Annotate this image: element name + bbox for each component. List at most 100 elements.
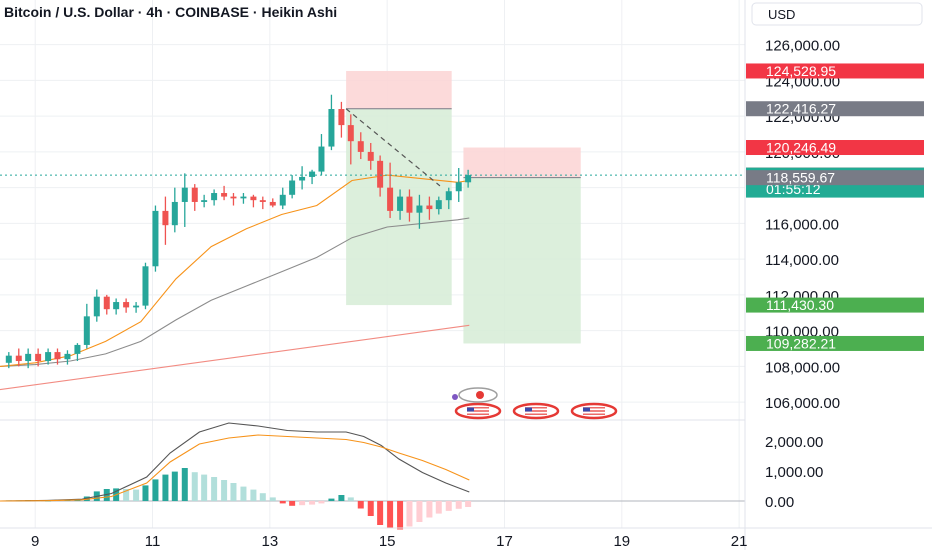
candle-body [357, 141, 364, 152]
candle-body [93, 296, 100, 317]
candle[interactable] [181, 173, 188, 227]
candle-body [406, 196, 413, 213]
candle[interactable] [152, 205, 159, 272]
stop-zone[interactable] [346, 70, 452, 109]
candle[interactable] [387, 162, 394, 219]
candle[interactable] [162, 196, 169, 245]
macd-histogram-bar [162, 474, 169, 501]
candle[interactable] [318, 134, 325, 176]
candle-body [328, 109, 335, 147]
candle[interactable] [397, 189, 404, 220]
event-icons[interactable] [452, 387, 618, 420]
candle[interactable] [74, 343, 81, 362]
time-tick-label: 21 [731, 533, 748, 550]
split-event-icon[interactable] [452, 387, 498, 403]
candle[interactable] [377, 155, 384, 197]
moving-averages [0, 174, 470, 391]
candle[interactable] [191, 184, 198, 211]
candle-body [191, 187, 198, 202]
price-tick-label: 114,000.00 [765, 252, 839, 269]
candle[interactable] [171, 187, 178, 233]
candle[interactable] [201, 194, 208, 208]
candle[interactable] [328, 94, 335, 151]
candle[interactable] [64, 350, 71, 365]
candle[interactable] [93, 289, 100, 322]
candle[interactable] [15, 348, 22, 367]
candle[interactable] [357, 132, 364, 160]
candle[interactable] [406, 189, 413, 222]
candle[interactable] [309, 169, 316, 185]
candle-body [25, 353, 32, 362]
price-label-box [746, 101, 924, 117]
candle[interactable] [113, 298, 120, 315]
candle-body [309, 171, 316, 177]
candle[interactable] [269, 198, 276, 208]
candle[interactable] [338, 101, 345, 138]
flag-canton [583, 407, 590, 412]
candle-body [74, 344, 81, 354]
candle[interactable] [5, 352, 12, 369]
candle[interactable] [367, 142, 374, 170]
candle-body [113, 302, 120, 310]
macd-histogram-bar [103, 489, 110, 501]
trend-line[interactable] [345, 108, 441, 187]
candle[interactable] [142, 262, 149, 310]
candle[interactable] [435, 196, 442, 215]
candle[interactable] [45, 348, 52, 365]
us-flag-event-icon[interactable] [512, 402, 560, 420]
candle[interactable] [299, 166, 306, 190]
candle[interactable] [83, 303, 90, 349]
macd-histogram-bar [426, 501, 433, 518]
candle-body [250, 196, 257, 201]
stop-zone[interactable] [463, 147, 581, 178]
macd-tick-label: 1,000.00 [765, 464, 823, 481]
macd-pane[interactable] [0, 422, 745, 530]
candle[interactable] [240, 193, 247, 204]
candle-body [455, 182, 462, 192]
split-dot [452, 394, 458, 400]
candle[interactable] [25, 348, 32, 369]
candle[interactable] [289, 175, 296, 199]
macd-histogram-bar [416, 501, 423, 522]
candle-body [465, 175, 472, 183]
currency-button[interactable] [751, 2, 923, 26]
macd-histogram-bar [133, 489, 140, 501]
candle[interactable] [279, 187, 286, 210]
candle[interactable] [465, 169, 472, 188]
candle[interactable] [426, 196, 433, 220]
macd-line [0, 422, 470, 502]
candle[interactable] [123, 298, 130, 313]
macd-histogram-bar [406, 501, 413, 527]
candle-body [152, 210, 159, 267]
candle[interactable] [250, 194, 257, 208]
candle[interactable] [103, 294, 110, 315]
us-flag-event-icon[interactable] [454, 402, 502, 420]
chart-title: Bitcoin / U.S. Dollar · 4h · COINBASE · … [4, 4, 337, 20]
candle-body [279, 194, 286, 206]
candle[interactable] [416, 194, 423, 229]
candle-body [259, 200, 266, 202]
candle[interactable] [259, 196, 266, 210]
price-label-box [746, 140, 924, 156]
price-label-text: 120,246.49 [766, 140, 836, 156]
candle[interactable] [35, 348, 42, 367]
candle[interactable] [133, 302, 140, 313]
candle-body [367, 151, 374, 161]
candle[interactable] [455, 168, 462, 202]
candle[interactable] [54, 348, 61, 365]
macd-histogram-bar [142, 485, 149, 501]
price-label-gray: 118,559.67 [746, 170, 924, 186]
us-flag-event-icon[interactable] [570, 402, 618, 420]
macd-histogram-bar [318, 501, 325, 504]
candle[interactable] [445, 187, 452, 210]
candle[interactable] [211, 189, 218, 206]
candle-body [171, 201, 178, 226]
candles[interactable] [5, 94, 472, 369]
candle[interactable] [230, 193, 237, 206]
target-zone[interactable] [463, 177, 581, 344]
candle[interactable] [347, 114, 354, 165]
macd-histogram-bar [445, 501, 452, 511]
candle[interactable] [221, 185, 228, 201]
macd-histogram-bar [250, 489, 257, 501]
